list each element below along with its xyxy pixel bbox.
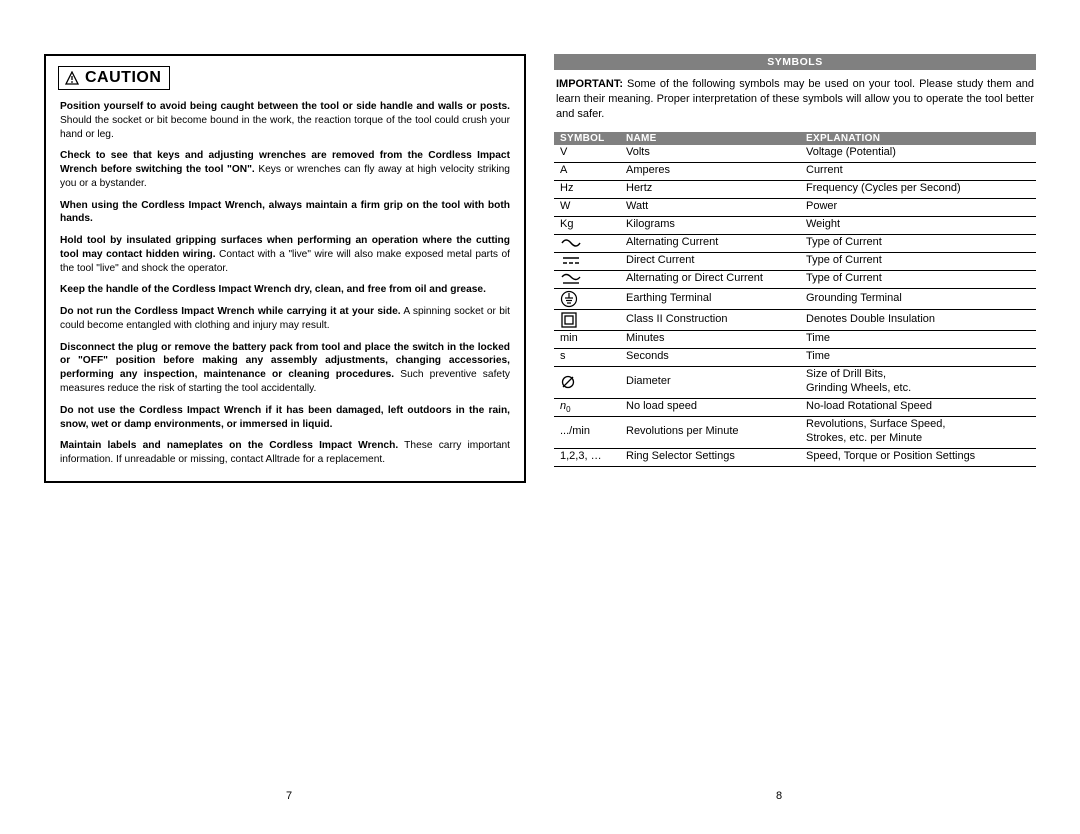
right-page: SYMBOLS IMPORTANT: Some of the following…: [554, 54, 1036, 483]
caution-title: CAUTION: [85, 69, 161, 87]
symbol-cell: 1,2,3, …: [554, 450, 626, 464]
table-row: WWattPower: [554, 199, 1036, 217]
dc-icon: [554, 254, 626, 269]
name-cell: Revolutions per Minute: [626, 425, 806, 439]
name-cell: Hertz: [626, 182, 806, 196]
explanation-cell: Voltage (Potential): [806, 146, 1036, 160]
name-cell: Kilograms: [626, 218, 806, 232]
symbol-cell: n0: [554, 400, 626, 415]
explanation-cell: Revolutions, Surface Speed,Strokes, etc.…: [806, 418, 1036, 446]
symbol-cell: A: [554, 164, 626, 178]
symbol-cell: Hz: [554, 182, 626, 196]
table-row: DiameterSize of Drill Bits,Grinding Whee…: [554, 367, 1036, 399]
caution-bold-text: Maintain labels and nameplates on the Co…: [60, 440, 398, 451]
warning-triangle-icon: [65, 71, 79, 85]
symbol-cell: V: [554, 146, 626, 160]
caution-item: Do not use the Cordless Impact Wrench if…: [46, 400, 524, 436]
left-page: CAUTION Position yourself to avoid being…: [44, 54, 526, 483]
table-row: minMinutesTime: [554, 331, 1036, 349]
caution-bold-text: Do not run the Cordless Impact Wrench wh…: [60, 306, 401, 317]
symbol-cell: .../min: [554, 425, 626, 439]
table-row: n0No load speedNo-load Rotational Speed: [554, 399, 1036, 417]
table-row: Earthing TerminalGrounding Terminal: [554, 289, 1036, 310]
caution-item: Hold tool by insulated gripping surfaces…: [46, 230, 524, 279]
explanation-cell: Size of Drill Bits,Grinding Wheels, etc.: [806, 368, 1036, 396]
table-row: .../minRevolutions per MinuteRevolutions…: [554, 417, 1036, 449]
caution-bold-text: Keep the handle of the Cordless Impact W…: [60, 284, 486, 295]
caution-header: CAUTION: [58, 66, 170, 90]
symbol-cell: s: [554, 350, 626, 364]
explanation-cell: Weight: [806, 218, 1036, 232]
symbol-cell: min: [554, 332, 626, 346]
caution-box: CAUTION Position yourself to avoid being…: [44, 54, 526, 483]
caution-item: Disconnect the plug or remove the batter…: [46, 337, 524, 400]
caution-item: Maintain labels and nameplates on the Co…: [46, 435, 524, 471]
caution-item: Do not run the Cordless Impact Wrench wh…: [46, 301, 524, 337]
table-row: VVoltsVoltage (Potential): [554, 145, 1036, 163]
caution-item: Keep the handle of the Cordless Impact W…: [46, 279, 524, 301]
symbol-cell: Kg: [554, 218, 626, 232]
symbols-table: SYMBOL NAME EXPLANATION VVoltsVoltage (P…: [554, 132, 1036, 467]
table-row: Alternating or Direct CurrentType of Cur…: [554, 271, 1036, 289]
ac-icon: [554, 236, 626, 251]
table-row: Direct CurrentType of Current: [554, 253, 1036, 271]
page-number-right: 8: [776, 790, 782, 802]
name-cell: Amperes: [626, 164, 806, 178]
important-label: IMPORTANT:: [556, 78, 623, 90]
explanation-cell: Speed, Torque or Position Settings: [806, 450, 1036, 464]
name-cell: Watt: [626, 200, 806, 214]
name-cell: Minutes: [626, 332, 806, 346]
name-cell: Alternating Current: [626, 236, 806, 250]
explanation-cell: Time: [806, 350, 1036, 364]
caution-item: Check to see that keys and adjusting wre…: [46, 145, 524, 194]
table-row: HzHertzFrequency (Cycles per Second): [554, 181, 1036, 199]
table-row: Class II ConstructionDenotes Double Insu…: [554, 310, 1036, 331]
table-row: Alternating CurrentType of Current: [554, 235, 1036, 253]
name-cell: Ring Selector Settings: [626, 450, 806, 464]
table-row: KgKilogramsWeight: [554, 217, 1036, 235]
name-cell: Alternating or Direct Current: [626, 272, 806, 286]
explanation-cell: Time: [806, 332, 1036, 346]
class2-icon: [554, 311, 626, 329]
symbols-heading-bar: SYMBOLS: [554, 54, 1036, 70]
symbols-intro-text: Some of the following symbols may be use…: [556, 78, 1034, 120]
symbols-table-header: SYMBOL NAME EXPLANATION: [554, 132, 1036, 145]
table-row: sSecondsTime: [554, 349, 1036, 367]
acdc-icon: [554, 272, 626, 287]
explanation-cell: Grounding Terminal: [806, 292, 1036, 306]
table-row: 1,2,3, …Ring Selector SettingsSpeed, Tor…: [554, 449, 1036, 467]
caution-bold-text: When using the Cordless Impact Wrench, a…: [60, 200, 510, 225]
name-cell: Seconds: [626, 350, 806, 364]
earth-icon: [554, 290, 626, 308]
explanation-cell: Frequency (Cycles per Second): [806, 182, 1036, 196]
explanation-cell: Type of Current: [806, 254, 1036, 268]
name-cell: Direct Current: [626, 254, 806, 268]
name-cell: Diameter: [626, 375, 806, 389]
symbol-cell: W: [554, 200, 626, 214]
name-cell: No load speed: [626, 400, 806, 414]
explanation-cell: Current: [806, 164, 1036, 178]
explanation-cell: Type of Current: [806, 236, 1036, 250]
explanation-cell: Denotes Double Insulation: [806, 313, 1036, 327]
explanation-cell: Type of Current: [806, 272, 1036, 286]
name-cell: Volts: [626, 146, 806, 160]
col-name: NAME: [626, 133, 806, 144]
diameter-icon: [554, 374, 626, 390]
col-explanation: EXPLANATION: [806, 133, 1036, 144]
caution-bold-text: Position yourself to avoid being caught …: [60, 101, 510, 112]
page-number-left: 7: [286, 790, 292, 802]
explanation-cell: Power: [806, 200, 1036, 214]
explanation-cell: No-load Rotational Speed: [806, 400, 1036, 414]
table-row: AAmperesCurrent: [554, 163, 1036, 181]
name-cell: Class II Construction: [626, 313, 806, 327]
caution-item: When using the Cordless Impact Wrench, a…: [46, 195, 524, 231]
caution-rest-text: Should the socket or bit become bound in…: [60, 115, 510, 140]
symbols-intro: IMPORTANT: Some of the following symbols…: [556, 77, 1034, 122]
name-cell: Earthing Terminal: [626, 292, 806, 306]
col-symbol: SYMBOL: [554, 133, 626, 144]
caution-item: Position yourself to avoid being caught …: [46, 96, 524, 145]
caution-bold-text: Do not use the Cordless Impact Wrench if…: [60, 405, 510, 430]
